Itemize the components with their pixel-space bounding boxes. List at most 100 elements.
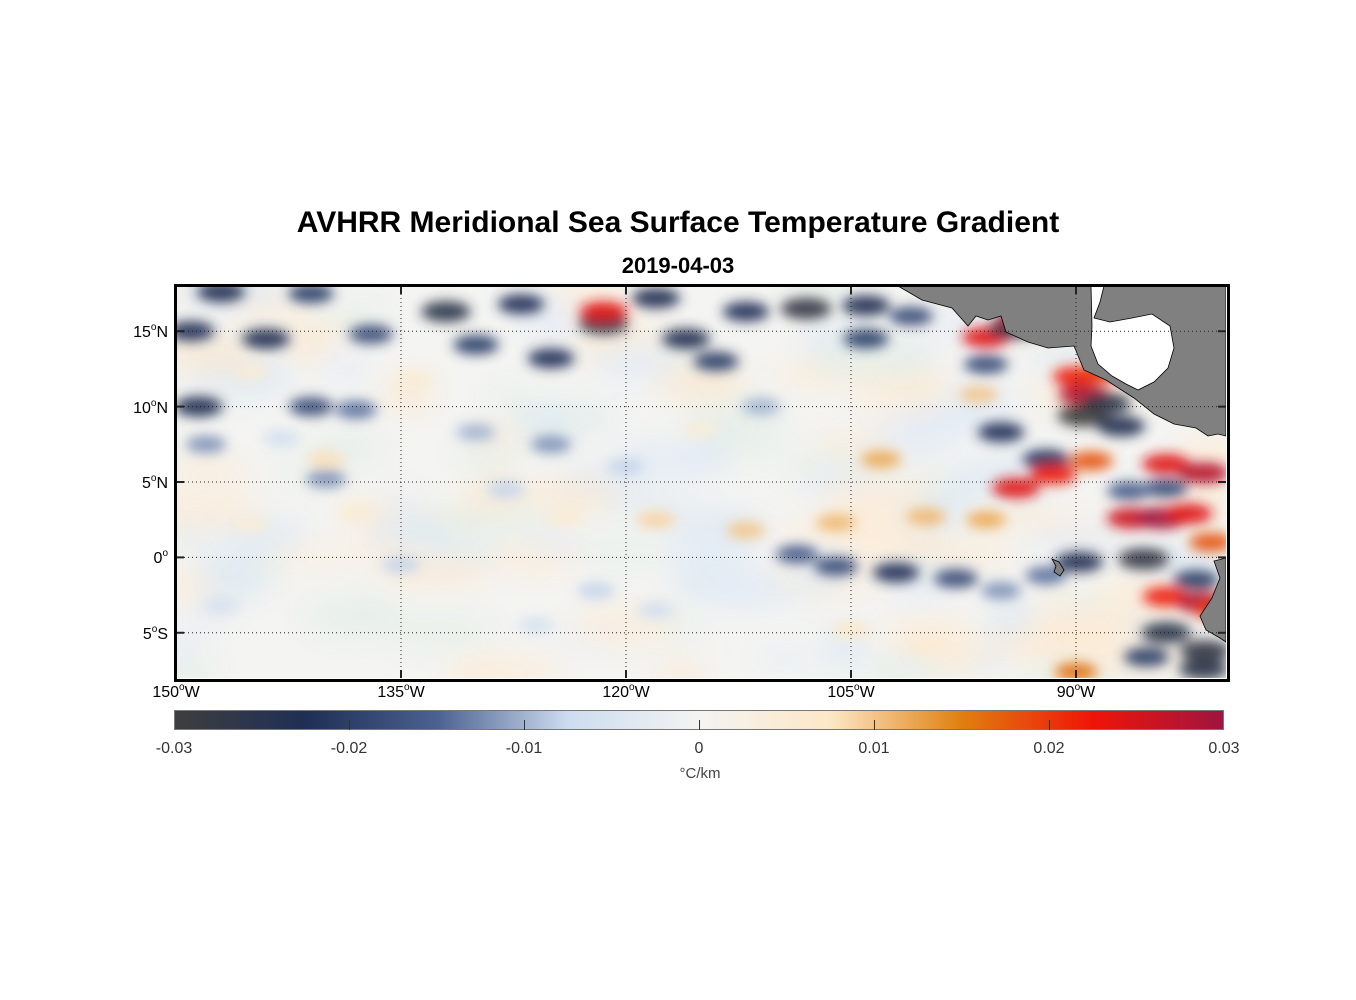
warm-gradient-feature: [307, 451, 345, 468]
map-canvas: [176, 286, 1226, 678]
warm-gradient-feature: [233, 364, 269, 380]
texture-blob: [822, 479, 931, 522]
warm-gradient-feature: [398, 371, 434, 388]
texture-blob: [459, 666, 503, 678]
warm-gradient-feature: [579, 301, 628, 322]
texture-blob: [282, 323, 355, 341]
colorbar-unit: °C/km: [679, 765, 721, 782]
cool-gradient-feature: [842, 295, 890, 316]
cool-gradient-feature: [487, 481, 525, 498]
sst-gradient-map: [176, 286, 1226, 678]
colorbar-tick-label: 0.02: [1033, 740, 1065, 757]
cool-gradient-feature: [889, 306, 933, 326]
texture-blob: [176, 636, 208, 658]
texture-blob: [774, 521, 880, 545]
texture-blob: [176, 658, 217, 678]
texture-blob: [257, 547, 369, 565]
cool-gradient-feature: [421, 301, 471, 323]
texture-blob: [591, 348, 680, 381]
colorbar-tick-mark: [699, 720, 700, 730]
texture-blob: [336, 592, 404, 637]
warm-gradient-feature: [1178, 462, 1226, 484]
cool-gradient-feature: [306, 470, 346, 488]
texture-blob: [946, 390, 1019, 432]
cool-gradient-feature: [1123, 647, 1170, 667]
warm-gradient-feature: [966, 511, 1006, 529]
colorbar-tick-mark: [349, 720, 350, 730]
texture-blob: [599, 492, 693, 512]
longitude-label: 90oW: [1056, 682, 1096, 702]
cool-gradient-feature: [242, 328, 290, 349]
warm-gradient-feature: [548, 508, 584, 525]
warm-gradient-feature: [906, 508, 946, 526]
texture-blob: [657, 661, 704, 678]
colorbar-tick-label: -0.02: [330, 740, 368, 757]
warm-gradient-feature: [683, 421, 719, 437]
cool-gradient-feature: [335, 400, 377, 419]
warm-gradient-feature: [816, 514, 856, 532]
cool-gradient-feature: [1055, 551, 1103, 573]
texture-blob: [630, 440, 732, 478]
warm-gradient-feature: [832, 621, 870, 638]
latitude-label: 5oN: [141, 473, 168, 493]
cool-gradient-feature: [1178, 658, 1226, 678]
cool-gradient-feature: [1141, 622, 1191, 644]
cool-gradient-feature: [662, 328, 710, 349]
colorbar-tick-label: -0.03: [155, 740, 193, 757]
cool-gradient-feature: [176, 321, 215, 342]
cool-gradient-feature: [1118, 548, 1169, 570]
texture-blob: [176, 335, 262, 373]
gradient-features: [176, 286, 1226, 678]
longitude-label: 150oW: [152, 682, 200, 702]
warm-gradient-feature: [338, 504, 374, 520]
cool-gradient-feature: [1144, 478, 1188, 498]
cool-gradient-feature: [1173, 570, 1219, 590]
cool-gradient-feature: [632, 287, 680, 309]
colorbar-tick-label: 0.01: [858, 740, 890, 757]
warm-gradient-feature: [959, 386, 998, 403]
texture-blob: [1062, 607, 1136, 634]
texture-blob: [426, 542, 504, 559]
galapagos-land: [1051, 558, 1065, 577]
cool-gradient-feature: [577, 582, 615, 599]
texture-blob: [648, 542, 764, 570]
texture-blob: [519, 404, 576, 439]
texture-blob: [709, 571, 765, 610]
cool-gradient-feature: [518, 617, 554, 633]
cool-gradient-feature: [964, 355, 1008, 374]
texture-blob: [1022, 529, 1142, 555]
latitude-label: 5oS: [142, 623, 168, 643]
cool-gradient-feature: [1097, 416, 1145, 437]
graticule: [176, 286, 1226, 678]
warm-gradient-feature: [908, 637, 944, 653]
warm-gradient-feature: [1142, 453, 1190, 475]
texture-blob: [199, 563, 269, 600]
warm-gradient-feature: [861, 450, 901, 468]
longitude-label: 105oW: [827, 682, 875, 702]
longitude-label: 120oW: [602, 682, 650, 702]
texture-blob: [754, 650, 819, 668]
texture-blob: [229, 299, 311, 319]
chart-title: AVHRR Meridional Sea Surface Temperature…: [296, 206, 1060, 239]
texture-blob: [548, 286, 621, 305]
latitude-label: 0o: [153, 548, 168, 568]
cool-gradient-feature: [637, 602, 675, 619]
texture-blob: [814, 338, 933, 380]
cool-gradient-feature: [814, 557, 858, 576]
texture-blob: [853, 385, 951, 411]
cool-gradient-feature: [843, 329, 889, 349]
cool-gradient-feature: [262, 430, 300, 447]
texture-blob: [525, 531, 586, 554]
warm-gradient-feature: [992, 477, 1040, 499]
warm-gradient-feature: [1189, 532, 1226, 552]
cool-gradient-feature: [872, 562, 920, 583]
warm-gradient-feature: [726, 521, 766, 539]
texture-blob: [989, 599, 1034, 623]
cool-gradient-feature: [176, 396, 223, 417]
cool-gradient-feature: [775, 545, 819, 564]
colorbar-tick-label: -0.01: [505, 740, 543, 757]
texture-blob: [811, 435, 903, 454]
cool-gradient-feature: [934, 569, 978, 588]
cool-gradient-feature: [497, 294, 545, 314]
texture-blob: [1080, 636, 1158, 677]
